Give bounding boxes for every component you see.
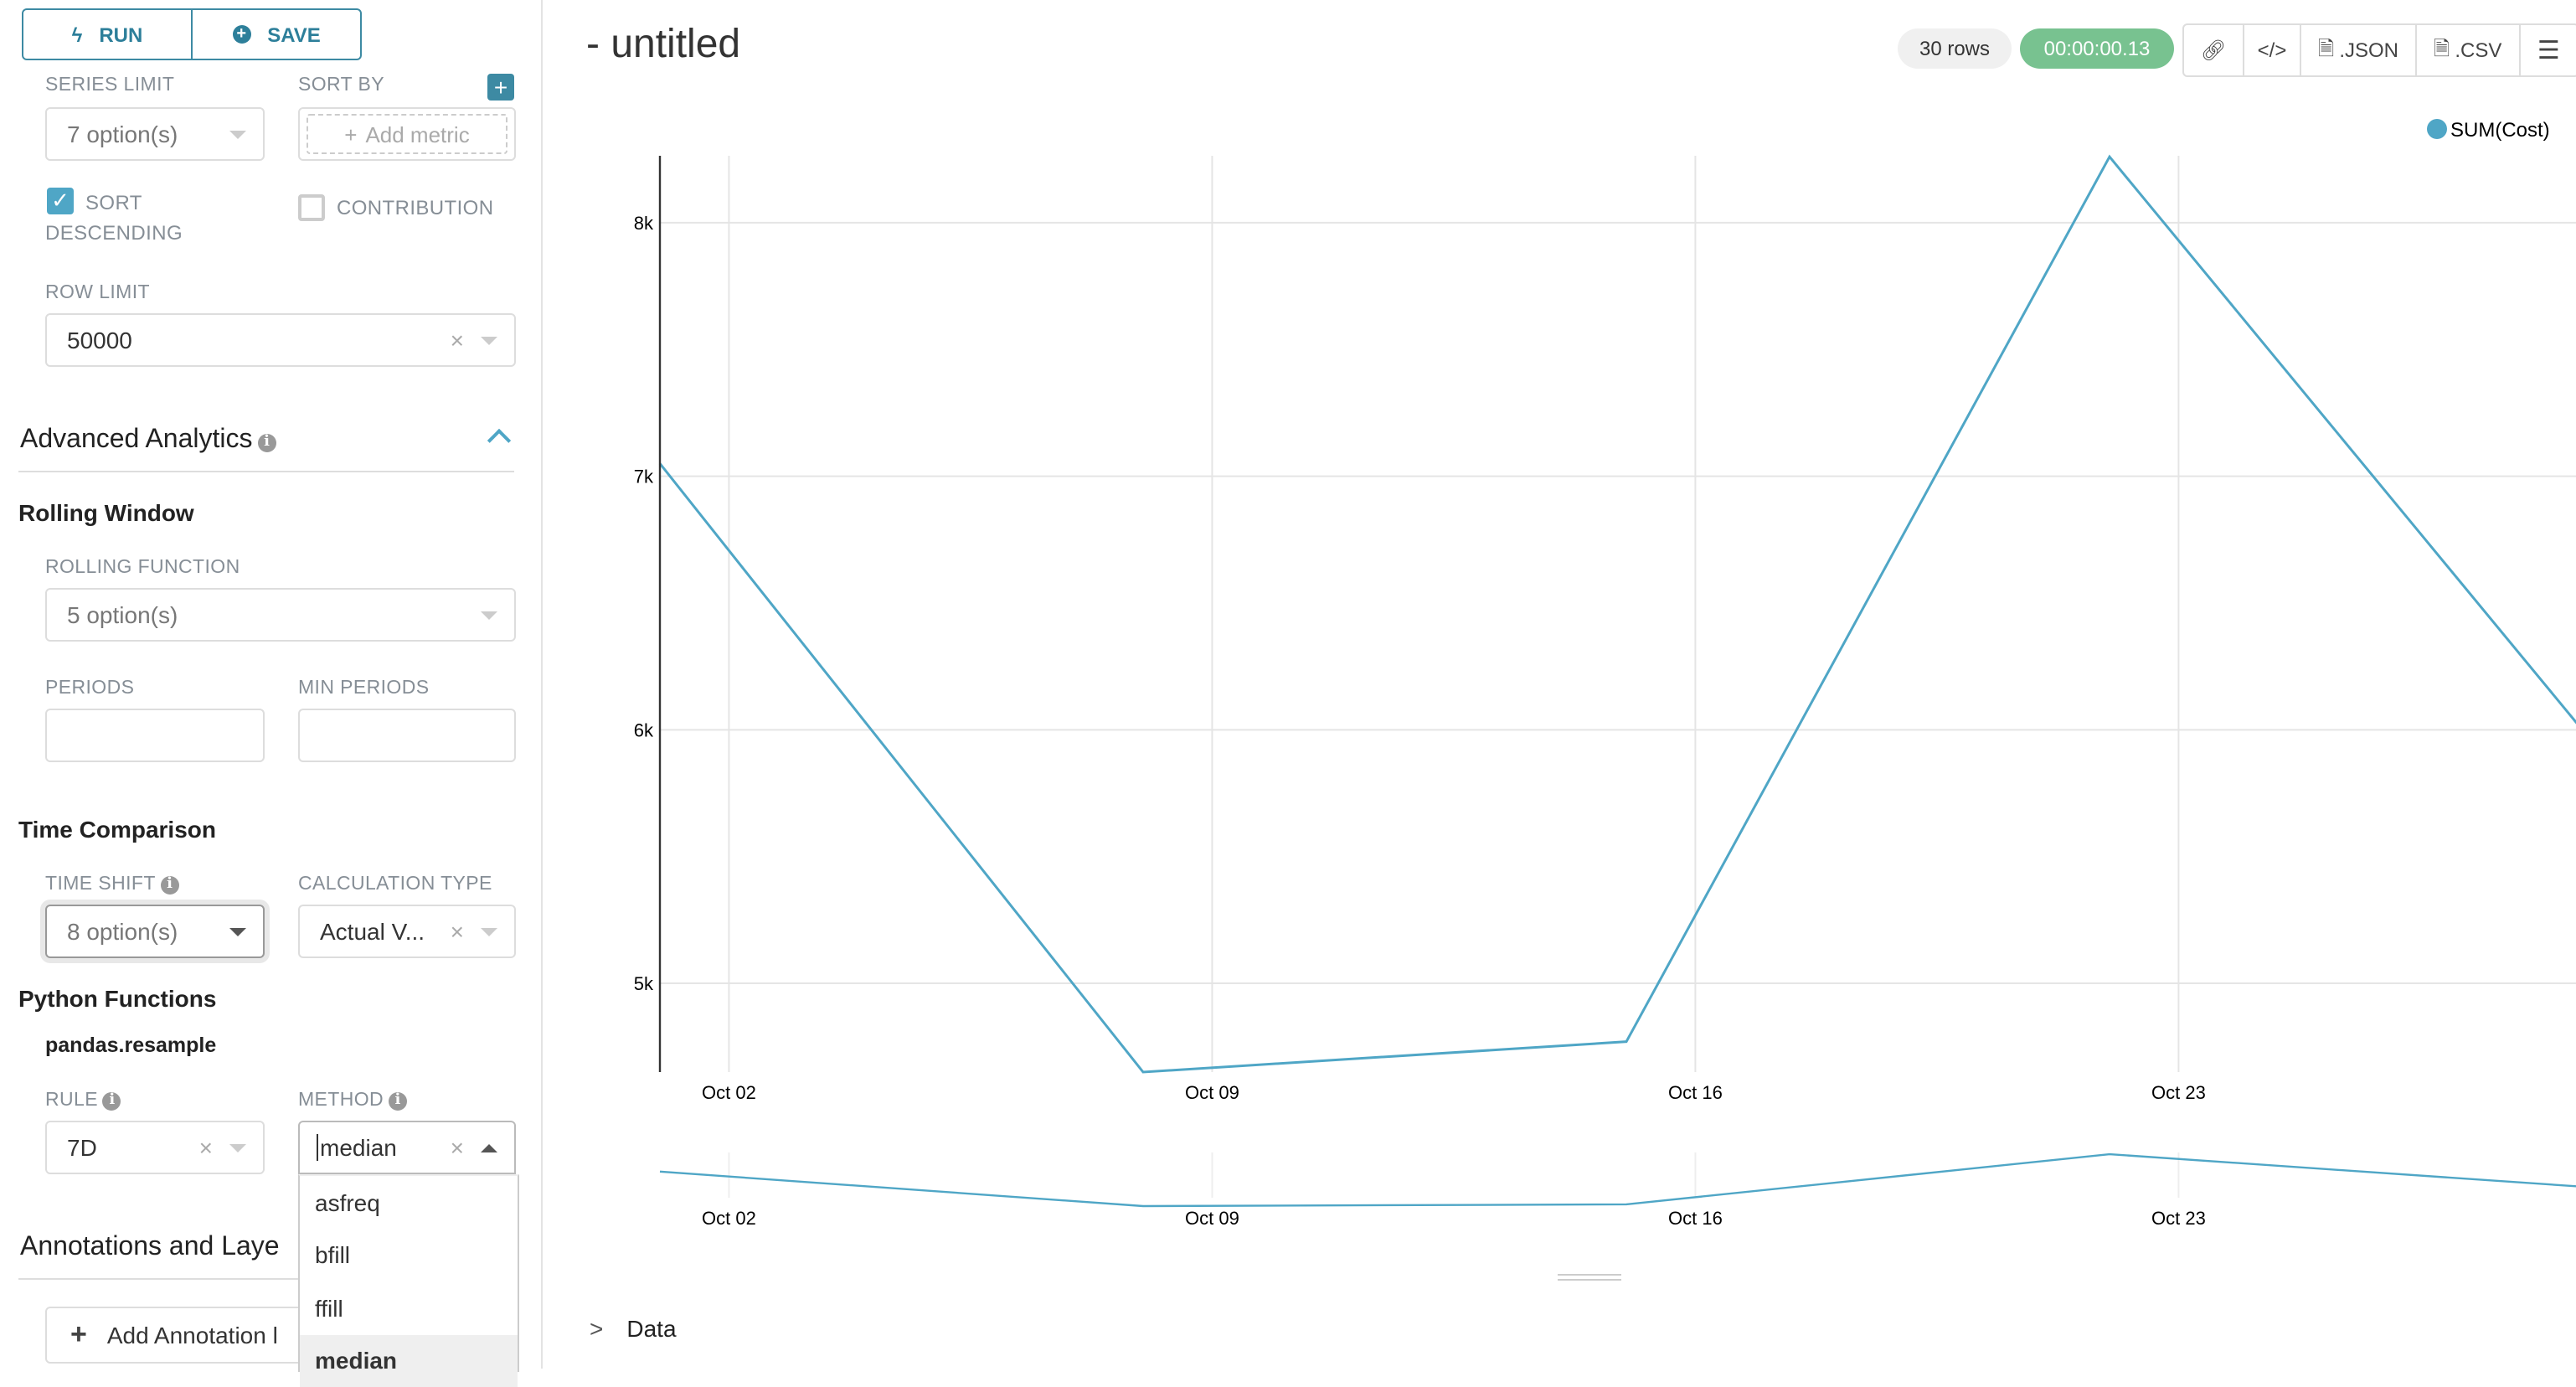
overview-x-tick-label: Oct 02	[702, 1208, 756, 1229]
series-line-sum-cost[interactable]	[660, 157, 2576, 1072]
x-tick-label: Oct 23	[2151, 1082, 2206, 1103]
x-tick-label: Oct 16	[1668, 1082, 1723, 1103]
y-tick-label: 7k	[634, 467, 654, 487]
y-tick-label: 5k	[634, 973, 654, 994]
legend[interactable]: SUM(Cost)	[2427, 119, 2550, 142]
y-tick-label: 6k	[634, 719, 654, 740]
legend-label: SUM(Cost)	[2450, 119, 2550, 142]
overview-series-line[interactable]	[660, 1154, 2576, 1206]
x-tick-label: Oct 02	[702, 1082, 756, 1103]
data-section-toggle[interactable]: >Data	[590, 1315, 677, 1342]
legend-marker	[2427, 119, 2447, 139]
overview-x-tick-label: Oct 16	[1668, 1208, 1723, 1229]
x-tick-label: Oct 09	[1185, 1082, 1239, 1103]
overview-x-tick-label: Oct 09	[1185, 1208, 1239, 1229]
y-tick-label: 8k	[634, 213, 654, 234]
overview-x-tick-label: Oct 23	[2151, 1208, 2206, 1229]
chevron-right-icon: >	[590, 1315, 603, 1342]
